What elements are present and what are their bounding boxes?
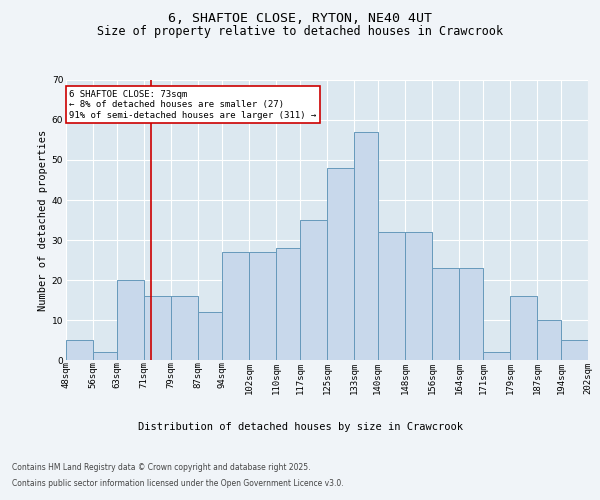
Bar [483,352,510,360]
Bar [93,352,117,360]
Bar [222,252,249,360]
Bar [300,220,327,360]
Bar [144,296,171,360]
Bar [66,340,93,360]
Text: Contains HM Land Registry data © Crown copyright and database right 2025.: Contains HM Land Registry data © Crown c… [12,464,311,472]
Bar [432,268,459,360]
Bar [276,248,300,360]
Bar [171,296,198,360]
Y-axis label: Number of detached properties: Number of detached properties [38,130,47,310]
Bar [327,168,354,360]
Bar [510,296,537,360]
Bar [354,132,378,360]
Bar [459,268,483,360]
Bar [378,232,405,360]
Bar [249,252,276,360]
Text: Contains public sector information licensed under the Open Government Licence v3: Contains public sector information licen… [12,478,344,488]
Bar [561,340,588,360]
Bar [117,280,144,360]
Text: 6, SHAFTOE CLOSE, RYTON, NE40 4UT: 6, SHAFTOE CLOSE, RYTON, NE40 4UT [168,12,432,26]
Text: 6 SHAFTOE CLOSE: 73sqm
← 8% of detached houses are smaller (27)
91% of semi-deta: 6 SHAFTOE CLOSE: 73sqm ← 8% of detached … [70,90,317,120]
Text: Size of property relative to detached houses in Crawcrook: Size of property relative to detached ho… [97,25,503,38]
Bar [537,320,561,360]
Bar [198,312,222,360]
Bar [405,232,432,360]
Text: Distribution of detached houses by size in Crawcrook: Distribution of detached houses by size … [137,422,463,432]
